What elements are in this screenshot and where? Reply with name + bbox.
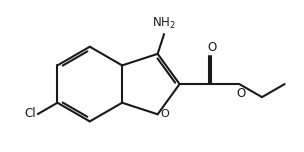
Text: NH$_2$: NH$_2$ — [152, 16, 176, 31]
Text: Cl: Cl — [25, 107, 36, 120]
Text: O: O — [207, 41, 217, 54]
Text: O: O — [161, 109, 169, 119]
Text: O: O — [236, 87, 245, 100]
